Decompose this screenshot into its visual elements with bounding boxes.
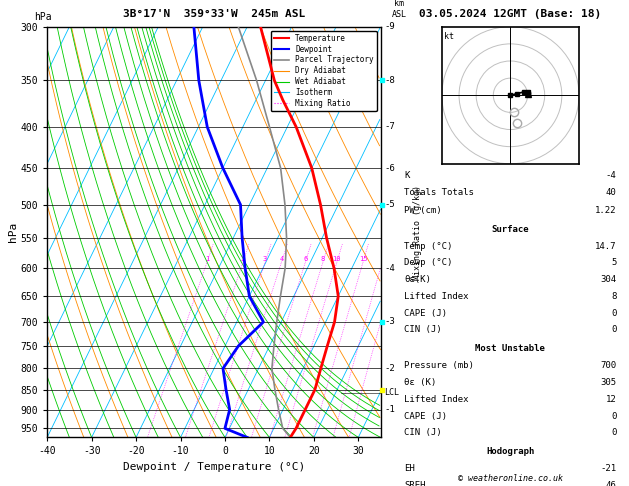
Text: Mixing Ratio (g/kg): Mixing Ratio (g/kg) (413, 185, 421, 279)
Text: 3: 3 (263, 257, 267, 262)
Text: 1: 1 (205, 257, 209, 262)
Text: -3: -3 (384, 317, 395, 327)
Text: -1: -1 (384, 405, 395, 414)
Text: -7: -7 (384, 122, 395, 132)
Text: 46: 46 (606, 481, 616, 486)
Text: 0: 0 (611, 412, 616, 420)
Text: 3B°17'N  359°33'W  245m ASL: 3B°17'N 359°33'W 245m ASL (123, 9, 305, 19)
Text: -4: -4 (606, 171, 616, 179)
Text: 0: 0 (611, 326, 616, 334)
Text: Lifted Index: Lifted Index (404, 395, 469, 404)
Text: 15: 15 (359, 257, 367, 262)
Text: Totals Totals: Totals Totals (404, 188, 474, 197)
Text: 2: 2 (241, 257, 245, 262)
Text: PW (cm): PW (cm) (404, 206, 442, 215)
Y-axis label: hPa: hPa (8, 222, 18, 242)
Text: 4: 4 (279, 257, 284, 262)
Text: Lifted Index: Lifted Index (404, 292, 469, 301)
Text: 5: 5 (611, 259, 616, 267)
Text: -5: -5 (384, 200, 395, 209)
Text: 12: 12 (606, 395, 616, 404)
Text: © weatheronline.co.uk: © weatheronline.co.uk (458, 473, 563, 483)
Text: 1.22: 1.22 (595, 206, 616, 215)
Text: -21: -21 (601, 464, 616, 473)
Text: LCL: LCL (384, 388, 399, 398)
Text: CAPE (J): CAPE (J) (404, 412, 447, 420)
Text: hPa: hPa (35, 12, 52, 22)
Text: 6: 6 (303, 257, 308, 262)
Text: CIN (J): CIN (J) (404, 428, 442, 437)
Text: SREH: SREH (404, 481, 426, 486)
Text: 0: 0 (611, 428, 616, 437)
Text: 8: 8 (611, 292, 616, 301)
X-axis label: Dewpoint / Temperature (°C): Dewpoint / Temperature (°C) (123, 462, 305, 472)
Legend: Temperature, Dewpoint, Parcel Trajectory, Dry Adiabat, Wet Adiabat, Isotherm, Mi: Temperature, Dewpoint, Parcel Trajectory… (270, 31, 377, 111)
Text: 305: 305 (601, 378, 616, 387)
Text: 14.7: 14.7 (595, 242, 616, 251)
Text: 0: 0 (611, 309, 616, 318)
Text: -4: -4 (384, 264, 395, 273)
Text: 700: 700 (601, 361, 616, 370)
Text: Most Unstable: Most Unstable (476, 344, 545, 353)
Text: 40: 40 (606, 188, 616, 197)
Text: -6: -6 (384, 163, 395, 173)
Text: CAPE (J): CAPE (J) (404, 309, 447, 318)
Text: 8: 8 (321, 257, 325, 262)
Text: km
ASL: km ASL (391, 0, 406, 18)
Text: CIN (J): CIN (J) (404, 326, 442, 334)
Text: Dewp (°C): Dewp (°C) (404, 259, 453, 267)
Text: -8: -8 (384, 76, 395, 85)
Text: Temp (°C): Temp (°C) (404, 242, 453, 251)
Text: K: K (404, 171, 409, 179)
Text: 10: 10 (333, 257, 341, 262)
Text: Pressure (mb): Pressure (mb) (404, 361, 474, 370)
Text: θε (K): θε (K) (404, 378, 437, 387)
Text: kt: kt (443, 32, 454, 41)
Text: -2: -2 (384, 364, 395, 373)
Text: θε(K): θε(K) (404, 275, 431, 284)
Text: Surface: Surface (492, 225, 529, 234)
Text: -9: -9 (384, 22, 395, 31)
Text: EH: EH (404, 464, 415, 473)
Text: Hodograph: Hodograph (486, 447, 535, 456)
Text: 03.05.2024 12GMT (Base: 18): 03.05.2024 12GMT (Base: 18) (420, 9, 601, 19)
Text: 304: 304 (601, 275, 616, 284)
